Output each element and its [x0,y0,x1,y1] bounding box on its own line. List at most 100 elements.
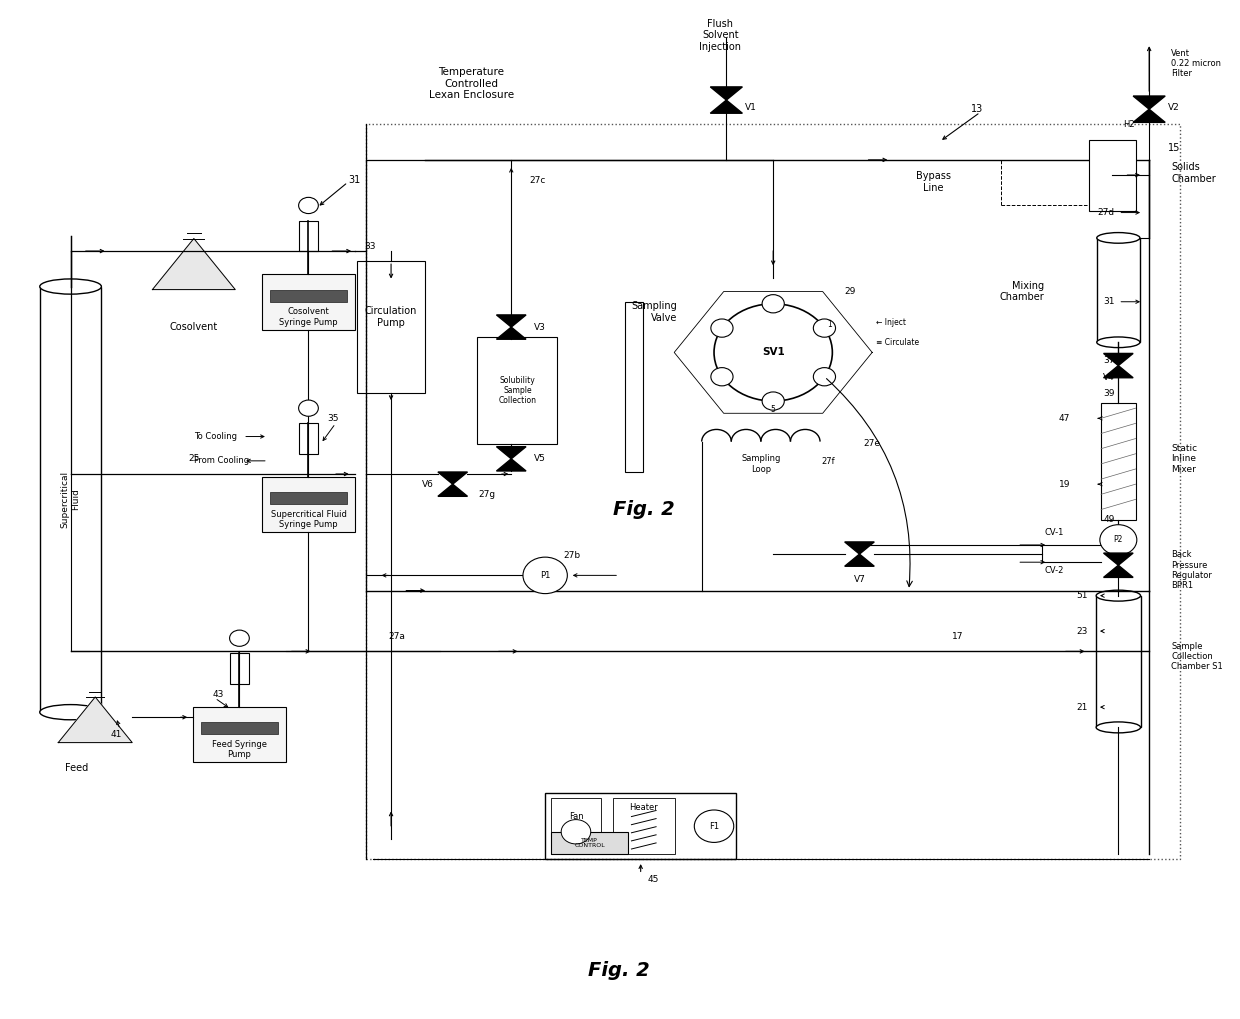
Bar [366,124,1180,859]
Polygon shape [153,238,236,289]
Text: Fan: Fan [569,811,583,820]
Polygon shape [496,446,526,459]
Polygon shape [1104,553,1133,566]
Text: Temperature
Controlled
Lexan Enclosure: Temperature Controlled Lexan Enclosure [429,67,513,101]
Circle shape [229,630,249,646]
Text: Cosolvent
Syringe Pump: Cosolvent Syringe Pump [279,308,337,327]
Text: Solubility
Sample
Collection: Solubility Sample Collection [498,376,537,406]
Circle shape [763,294,784,313]
Text: H2: H2 [1122,120,1135,128]
Text: ← Inject: ← Inject [875,318,905,326]
Circle shape [813,319,836,337]
Bar [262,477,355,532]
Text: 35: 35 [327,414,339,423]
Text: V1: V1 [745,103,756,112]
Text: ≡ Circulate: ≡ Circulate [875,337,919,346]
Text: 21: 21 [1076,703,1087,711]
Text: 1: 1 [827,320,832,328]
Text: V6: V6 [423,480,434,489]
Text: P2: P2 [1114,535,1123,544]
Text: Cosolvent: Cosolvent [170,322,218,332]
Polygon shape [1104,566,1133,578]
Text: Heater: Heater [630,803,658,812]
Text: 25: 25 [188,454,200,464]
Text: 29: 29 [844,287,856,297]
Bar [625,302,644,472]
Bar [269,289,347,302]
Polygon shape [438,484,467,496]
Text: 27a: 27a [389,632,405,641]
Text: CV-1: CV-1 [1044,528,1064,537]
Text: P1: P1 [539,571,551,580]
Polygon shape [1104,354,1133,366]
Polygon shape [844,554,874,567]
Text: Bypass
Line: Bypass Line [916,171,951,193]
Text: V4: V4 [1102,373,1115,382]
Circle shape [711,319,733,337]
Circle shape [763,392,784,411]
Bar [1096,237,1140,342]
Text: 19: 19 [1059,480,1070,489]
Circle shape [299,198,319,214]
Ellipse shape [40,704,102,719]
Text: 27b: 27b [564,550,580,559]
Text: Sampling
Valve: Sampling Valve [631,301,677,323]
Text: Feed: Feed [66,763,88,773]
Text: 27e: 27e [863,439,880,448]
Text: V5: V5 [533,454,546,464]
Bar [613,798,675,854]
Bar [1101,404,1136,520]
Text: 41: 41 [110,730,122,739]
Polygon shape [844,542,874,554]
Polygon shape [1133,96,1166,109]
Bar [40,286,102,712]
Bar [357,261,425,393]
Text: 13: 13 [971,104,983,114]
Bar [201,722,278,735]
Text: CV-2: CV-2 [1044,566,1064,575]
Bar [193,706,285,762]
Text: 27c: 27c [529,175,546,184]
Bar [269,492,347,504]
Text: 23: 23 [1076,627,1087,636]
Polygon shape [496,315,526,327]
Text: Sample
Collection
Chamber S1: Sample Collection Chamber S1 [1172,642,1223,672]
Polygon shape [711,100,743,113]
Polygon shape [1133,109,1166,122]
Bar [1096,596,1141,728]
Circle shape [523,557,568,594]
Bar [229,653,249,684]
Ellipse shape [40,279,102,294]
Ellipse shape [1096,590,1141,601]
Text: V2: V2 [1168,103,1179,112]
Bar [552,832,627,854]
Text: 27d: 27d [1097,208,1115,217]
Text: Fig. 2: Fig. 2 [613,500,675,519]
Text: Vent
0.22 micron
Filter: Vent 0.22 micron Filter [1172,49,1221,78]
Bar [299,221,319,251]
Text: Sampling
Loop: Sampling Loop [742,454,780,474]
Circle shape [562,819,590,844]
Text: 5: 5 [771,405,776,414]
Polygon shape [711,87,743,100]
Text: 47: 47 [1059,414,1070,423]
Bar [1089,140,1136,211]
Text: V7: V7 [853,575,866,584]
Circle shape [694,810,734,843]
Text: 27g: 27g [479,490,495,498]
Text: 27f: 27f [822,458,836,467]
Bar [262,274,355,329]
Text: Back
Pressure
Regulator
BPR1: Back Pressure Regulator BPR1 [1172,550,1213,590]
Text: Fig. 2: Fig. 2 [588,961,650,980]
Polygon shape [496,327,526,339]
Text: 17: 17 [952,632,963,641]
Circle shape [714,304,832,401]
Text: TEMP
CONTROL: TEMP CONTROL [574,838,605,849]
Text: Circulation
Pump: Circulation Pump [365,306,417,328]
Text: To Cooling: To Cooling [193,432,237,441]
Text: F1: F1 [709,821,719,830]
Text: Static
Inline
Mixer: Static Inline Mixer [1172,444,1198,474]
Polygon shape [496,459,526,471]
Bar [552,798,600,854]
Text: Flush
Solvent
Injection: Flush Solvent Injection [699,18,742,52]
